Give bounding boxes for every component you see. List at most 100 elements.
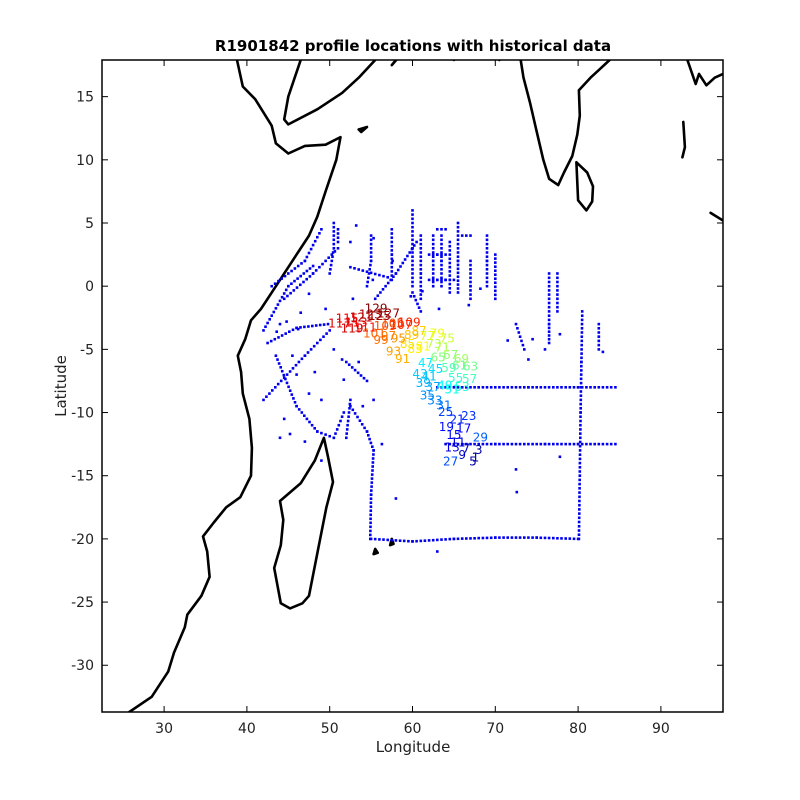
historical-point (485, 536, 489, 540)
historical-point (440, 242, 443, 246)
historical-point (431, 268, 435, 271)
historical-point (280, 295, 284, 299)
historical-point (408, 251, 411, 254)
historical-point (394, 497, 398, 500)
historical-point (273, 337, 277, 341)
historical-point (465, 442, 468, 446)
historical-point (361, 269, 365, 272)
historical-point (337, 423, 341, 427)
historical-point (456, 271, 460, 275)
historical-point (307, 251, 311, 255)
historical-point (366, 280, 369, 284)
historical-point (547, 442, 551, 446)
historical-point (597, 343, 601, 347)
historical-point (307, 392, 311, 395)
historical-point (305, 417, 309, 421)
historical-point (394, 539, 398, 542)
profile-number-label: 85 (400, 337, 415, 351)
profile-number-label: 3 (475, 443, 483, 457)
historical-point (279, 366, 282, 369)
historical-point (527, 358, 530, 361)
historical-point (579, 394, 583, 397)
historical-point (448, 244, 452, 248)
historical-point (506, 386, 509, 389)
profile-number-label: 97 (381, 329, 396, 343)
historical-point (579, 377, 583, 381)
historical-point (444, 442, 447, 446)
historical-point (477, 442, 480, 446)
historical-point (436, 550, 439, 553)
profile-number-label: 23 (461, 409, 476, 423)
historical-point (411, 230, 414, 233)
historical-point (369, 251, 373, 254)
historical-point (547, 318, 551, 322)
historical-point (523, 536, 526, 539)
historical-point (523, 386, 526, 389)
profile-number-label: 103 (374, 319, 397, 333)
historical-point (578, 478, 581, 482)
historical-point (285, 381, 289, 385)
historical-point (579, 428, 582, 431)
coastline-7 (686, 60, 723, 87)
historical-point (535, 536, 538, 539)
y-axis-label: Latitude (52, 355, 70, 417)
historical-point (578, 482, 581, 486)
historical-point (593, 442, 596, 446)
historical-point (485, 238, 489, 242)
historical-point (547, 322, 551, 326)
historical-point (580, 369, 583, 372)
historical-point (390, 232, 394, 235)
historical-point (485, 255, 489, 258)
historical-point (605, 386, 609, 389)
historical-point (469, 293, 472, 296)
historical-point (485, 234, 489, 237)
historical-point (369, 263, 372, 267)
historical-point (369, 234, 373, 237)
profile-number-label: 7 (462, 442, 470, 456)
historical-point (419, 251, 423, 254)
historical-point (309, 247, 313, 251)
y-tick-label: -20 (71, 532, 94, 548)
profile-number-label: 45 (428, 362, 443, 376)
historical-point (494, 285, 497, 289)
historical-point (357, 268, 360, 271)
historical-point (380, 442, 384, 446)
historical-point (456, 247, 460, 250)
historical-point (295, 404, 298, 408)
historical-point (392, 275, 395, 278)
historical-point (411, 242, 414, 246)
historical-point (456, 442, 460, 446)
historical-point (419, 284, 423, 288)
historical-point (427, 278, 431, 282)
historical-point (502, 536, 505, 539)
historical-point (348, 402, 352, 406)
historical-point (302, 280, 305, 284)
historical-point (448, 442, 452, 446)
historical-point (320, 228, 323, 231)
historical-point (328, 272, 331, 275)
historical-point (436, 538, 439, 542)
historical-point (440, 234, 443, 237)
historical-point (444, 386, 447, 389)
historical-point (578, 503, 581, 507)
historical-point (378, 273, 381, 277)
historical-point (276, 303, 280, 306)
historical-point (372, 398, 375, 402)
historical-point (456, 283, 460, 286)
historical-point (547, 280, 551, 284)
historical-point (390, 228, 394, 231)
historical-point (332, 238, 336, 242)
historical-point (276, 382, 280, 386)
historical-point (369, 505, 373, 508)
historical-point (580, 352, 583, 355)
profile-number-label: 87 (411, 324, 426, 338)
historical-point (396, 268, 400, 272)
profile-number-label: 59 (441, 361, 456, 375)
historical-point (469, 289, 472, 292)
historical-point (390, 270, 394, 273)
historical-point (535, 386, 538, 389)
historical-point (291, 328, 295, 332)
historical-point (403, 258, 407, 261)
historical-point (411, 251, 414, 254)
